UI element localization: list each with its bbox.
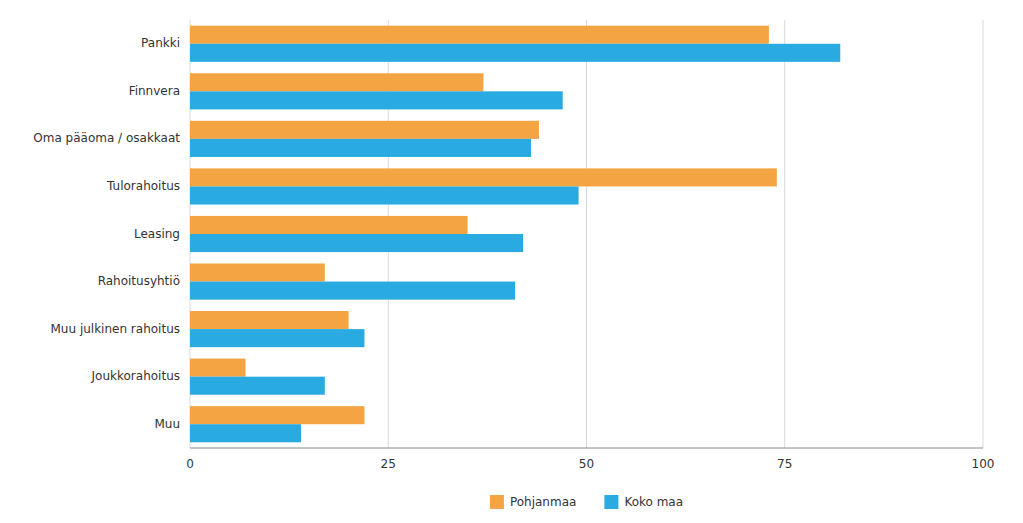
y-tick-label: Oma pääoma / osakkaat bbox=[33, 131, 180, 145]
y-tick-label: Joukkorahoitus bbox=[91, 369, 180, 383]
y-axis: Pankki Finnvera Oma pääoma / osakkaat Tulor… bbox=[33, 36, 180, 430]
bar bbox=[190, 329, 364, 347]
y-tick-label: Muu bbox=[154, 417, 180, 431]
bar bbox=[190, 377, 325, 395]
legend: Pohjanmaa Koko maa bbox=[490, 495, 683, 510]
x-tick-label: 0 bbox=[186, 457, 194, 471]
bar bbox=[190, 168, 777, 186]
bar bbox=[190, 44, 840, 62]
y-tick-label: Rahoitusyhtiö bbox=[98, 274, 180, 288]
series bbox=[190, 26, 777, 425]
legend-swatch bbox=[490, 495, 504, 509]
bar bbox=[190, 186, 579, 204]
bar bbox=[190, 26, 769, 44]
bar bbox=[190, 216, 468, 234]
bar bbox=[190, 73, 483, 91]
x-tick-label: 75 bbox=[777, 457, 792, 471]
y-tick-label: Finnvera bbox=[129, 84, 180, 98]
bar bbox=[190, 424, 301, 442]
y-tick-label: Pankki bbox=[141, 36, 180, 50]
bar bbox=[190, 234, 523, 252]
bar bbox=[190, 406, 364, 424]
series bbox=[190, 44, 840, 443]
bar bbox=[190, 121, 539, 139]
grid-line bbox=[983, 20, 984, 448]
bars bbox=[190, 26, 840, 443]
legend-label: Koko maa bbox=[624, 495, 683, 509]
x-tick-label: 25 bbox=[381, 457, 396, 471]
chart-container: 0 25 50 75 100 Pankki Finnvera Oma pääoma / osa… bbox=[0, 0, 1023, 523]
legend-item: Pohjanmaa bbox=[490, 495, 576, 510]
y-tick-label: Tulorahoitus bbox=[106, 179, 180, 193]
legend-item: Koko maa bbox=[604, 495, 683, 510]
y-tick-label: Muu julkinen rahoitus bbox=[51, 322, 180, 336]
bar bbox=[190, 282, 515, 300]
x-axis: 0 25 50 75 100 bbox=[186, 448, 994, 471]
x-axis-line bbox=[190, 448, 983, 449]
page: {"chart_data": {"type": "bar", "orientat… bbox=[0, 0, 1023, 523]
legend-swatch bbox=[604, 495, 618, 509]
grid bbox=[190, 20, 983, 448]
grid-line bbox=[784, 20, 785, 448]
bar bbox=[190, 359, 246, 377]
y-tick-label: Leasing bbox=[134, 227, 180, 241]
bar bbox=[190, 263, 325, 281]
legend-label: Pohjanmaa bbox=[510, 495, 576, 509]
bar bbox=[190, 139, 531, 157]
grid-line bbox=[586, 20, 587, 448]
x-tick-label: 100 bbox=[972, 457, 995, 471]
bar bbox=[190, 311, 349, 329]
bar bbox=[190, 91, 563, 109]
chart: 0 25 50 75 100 Pankki Finnvera Oma pääoma / osa… bbox=[0, 0, 1023, 523]
x-tick-label: 50 bbox=[579, 457, 594, 471]
